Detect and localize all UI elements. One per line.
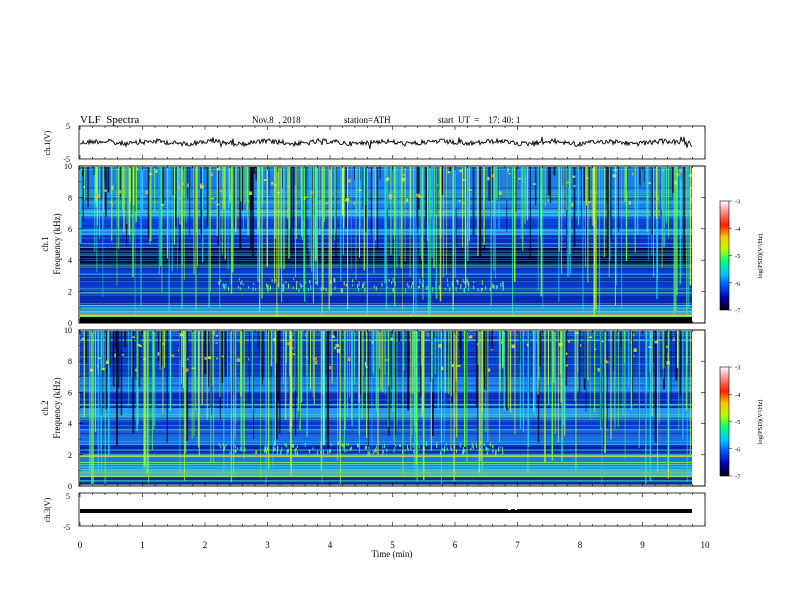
colorbar-ch2-scale xyxy=(719,366,730,477)
colorbar-tick-label: -7 xyxy=(735,474,741,481)
freq-tick-label: 4 xyxy=(68,256,72,265)
colorbar-tick-label: -3 xyxy=(735,199,740,206)
freq-tick-label: 2 xyxy=(68,288,72,297)
x-axis: 0 1 2 3 4 5 6 7 8 9 10 xyxy=(78,126,710,550)
ch3-ytick-top: 5 xyxy=(66,492,70,501)
ch2-spectrogram-yticks: 0 2 4 6 8 10 xyxy=(64,326,705,491)
freq-tick-label: 0 xyxy=(68,482,72,491)
station-label: station=ATH xyxy=(344,115,391,125)
ch3-waveform-line xyxy=(80,509,692,513)
x-axis-label: Time (min) xyxy=(372,549,413,559)
colorbar-tick-label: -6 xyxy=(735,280,741,287)
freq-tick-label: 8 xyxy=(68,193,72,202)
ch2-channel-label: ch.2 xyxy=(40,400,50,415)
x-tick-label: 3 xyxy=(265,540,270,550)
freq-tick-label: 10 xyxy=(64,326,72,335)
ch2-freq-ylabel: Frequency (kHz) xyxy=(52,377,62,438)
colorbar-ch2-ticks: -3 -4 -5 -6 -7 xyxy=(729,365,741,481)
ch3-waveform-panel: 5 -5 ch.3(V) xyxy=(43,492,706,532)
x-tick-label: 9 xyxy=(640,540,645,550)
x-tick-label: 4 xyxy=(328,540,333,550)
ch2-spectrogram-image xyxy=(80,331,692,485)
ch1-low-band xyxy=(80,317,692,323)
freq-tick-label: 0 xyxy=(68,319,72,328)
ch1-freq-ylabel: Frequency (kHz) xyxy=(52,213,62,274)
figure-title: VLF Spectra xyxy=(80,114,140,126)
freq-tick-label: 8 xyxy=(68,357,72,366)
ch1-spectrogram-yticks: 0 2 4 6 8 10 xyxy=(64,162,705,328)
x-tick-label: 2 xyxy=(203,540,208,550)
colorbar-ch1-scale xyxy=(719,200,730,311)
freq-tick-label: 4 xyxy=(68,420,72,429)
colorbar-ch1-label: log(PSD)(V²/Hz) xyxy=(757,234,764,279)
x-tick-label: 8 xyxy=(578,540,583,550)
ch1-spectrogram-image xyxy=(80,167,692,322)
date-label: Nov.8 , 2018 xyxy=(252,115,301,125)
x-tick-label: 5 xyxy=(390,540,395,550)
ch3-ylabel: ch.3(V) xyxy=(43,497,52,522)
ch1-ytick-bottom: -5 xyxy=(63,155,70,164)
ch1-ylabel: ch.1(V) xyxy=(43,130,52,155)
ch1-waveform-frame xyxy=(78,125,706,160)
x-tick-label: 0 xyxy=(78,540,83,550)
colorbar-tick-label: -4 xyxy=(735,226,741,233)
colorbar-ch1-ticks: -3 -4 -5 -6 -7 xyxy=(729,199,741,315)
colorbar-tick-label: -3 xyxy=(735,365,740,372)
x-tick-label: 10 xyxy=(701,540,711,550)
ch1-channel-label: ch.1 xyxy=(40,236,50,251)
ch3-ytick-bottom: -5 xyxy=(63,523,70,532)
ch1-ytick-top: 5 xyxy=(66,122,70,131)
ch1-waveform-panel: 5 -5 ch.1(V) xyxy=(43,122,706,164)
colorbar-tick-label: -6 xyxy=(735,446,741,453)
ch1-waveform-line xyxy=(79,136,693,150)
freq-tick-label: 6 xyxy=(68,388,72,397)
ch1-spectrogram-panel: 0 2 4 6 8 10 Frequency (kHz) ch.1 xyxy=(40,162,706,328)
x-tick-label: 7 xyxy=(515,540,520,550)
colorbar-tick-label: -7 xyxy=(735,308,741,315)
start-time-label: start UT = 17: 40: 1 xyxy=(438,115,521,125)
x-tick-label: 1 xyxy=(140,540,145,550)
freq-tick-label: 2 xyxy=(68,451,72,460)
colorbar-ch2-label: log(PSD)(V²/Hz) xyxy=(757,400,764,445)
colorbar-tick-label: -5 xyxy=(735,253,740,260)
freq-tick-label: 10 xyxy=(64,162,72,171)
colorbar-tick-label: -4 xyxy=(735,392,741,399)
colorbar-tick-label: -5 xyxy=(735,419,740,426)
ch2-spectrogram-panel: 0 2 4 6 8 10 Frequency (kHz) ch.2 xyxy=(40,326,706,491)
x-tick-label: 6 xyxy=(453,540,458,550)
colorbar-ch2: -3 -4 -5 -6 -7 log(PSD)(V²/Hz) xyxy=(719,365,764,481)
freq-tick-label: 6 xyxy=(68,225,72,234)
colorbar-ch1: -3 -4 -5 -6 -7 log(PSD)(V²/Hz) xyxy=(719,199,764,315)
